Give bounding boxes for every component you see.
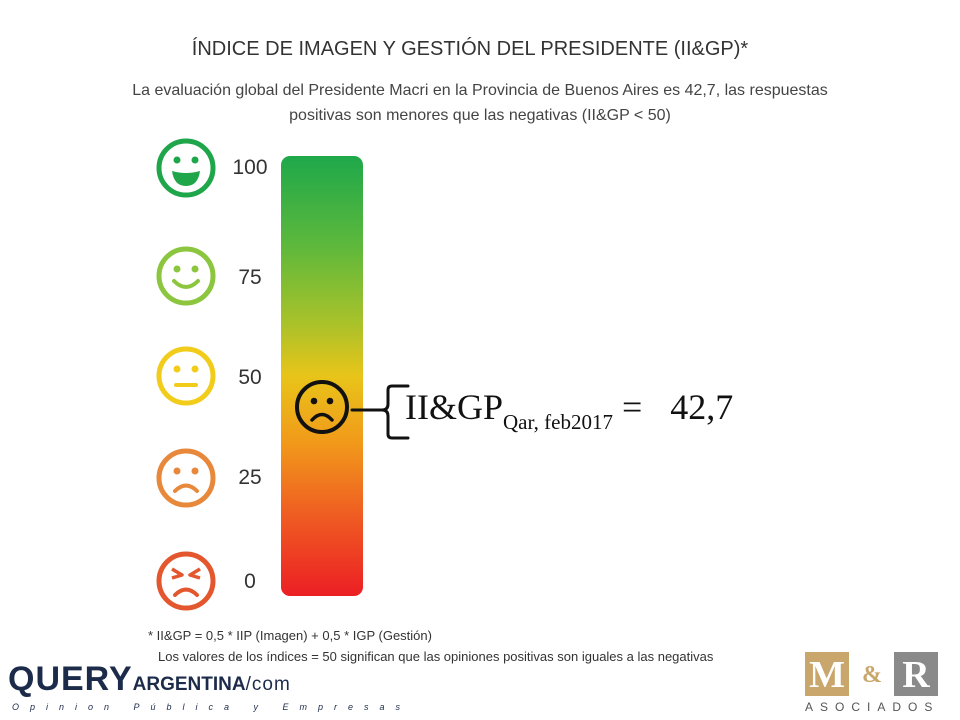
mr-logo-amp: & <box>862 662 882 688</box>
page-subtitle: La evaluación global del Presidente Macr… <box>132 82 828 124</box>
mr-asociados-logo: M & R ASOCIADOS <box>805 652 945 718</box>
index-result-prefix: II&GP <box>405 387 503 427</box>
bracket-pointer <box>350 384 410 440</box>
scale-label-50: 50 <box>238 366 262 389</box>
mr-logo-m: M <box>805 652 849 696</box>
query-logo-com: /com <box>245 674 291 695</box>
scale-label-100: 100 <box>232 156 268 179</box>
gradient-gauge-bar <box>281 156 363 596</box>
index-result: II&GPQar, feb2017 = 42,7 <box>405 386 734 434</box>
footnote-formula: * II&GP = 0,5 * IIP (Imagen) + 0,5 * IGP… <box>148 628 432 643</box>
mr-logo-sub: ASOCIADOS <box>805 700 940 714</box>
angry-face-icon <box>155 550 217 612</box>
sad-face-icon <box>293 378 351 436</box>
index-result-equals: = <box>612 387 643 427</box>
very-happy-face-icon <box>155 137 217 199</box>
page-title: ÍNDICE DE IMAGEN Y GESTIÓN DEL PRESIDENT… <box>191 38 749 60</box>
footnote-explanation: Los valores de los índices = 50 signific… <box>158 649 714 664</box>
scale-label-25: 25 <box>238 466 262 489</box>
neutral-face-icon <box>155 345 217 407</box>
query-argentina-logo: QUERYARGENTINA/com Opinion Pública y Emp… <box>8 660 400 716</box>
query-logo-argentina: ARGENTINA <box>132 674 246 695</box>
smile-face-icon <box>155 245 217 307</box>
sad-face-icon <box>155 447 217 509</box>
mr-logo-r: R <box>894 652 938 696</box>
scale-label-75: 75 <box>238 266 262 289</box>
query-logo-tagline: Opinion Pública y Empresas <box>12 702 412 712</box>
scale-label-0: 0 <box>244 570 256 593</box>
index-result-value: 42,7 <box>670 387 734 427</box>
query-logo-main: QUERY <box>8 660 133 698</box>
index-result-subscript: Qar, feb2017 <box>503 410 613 434</box>
